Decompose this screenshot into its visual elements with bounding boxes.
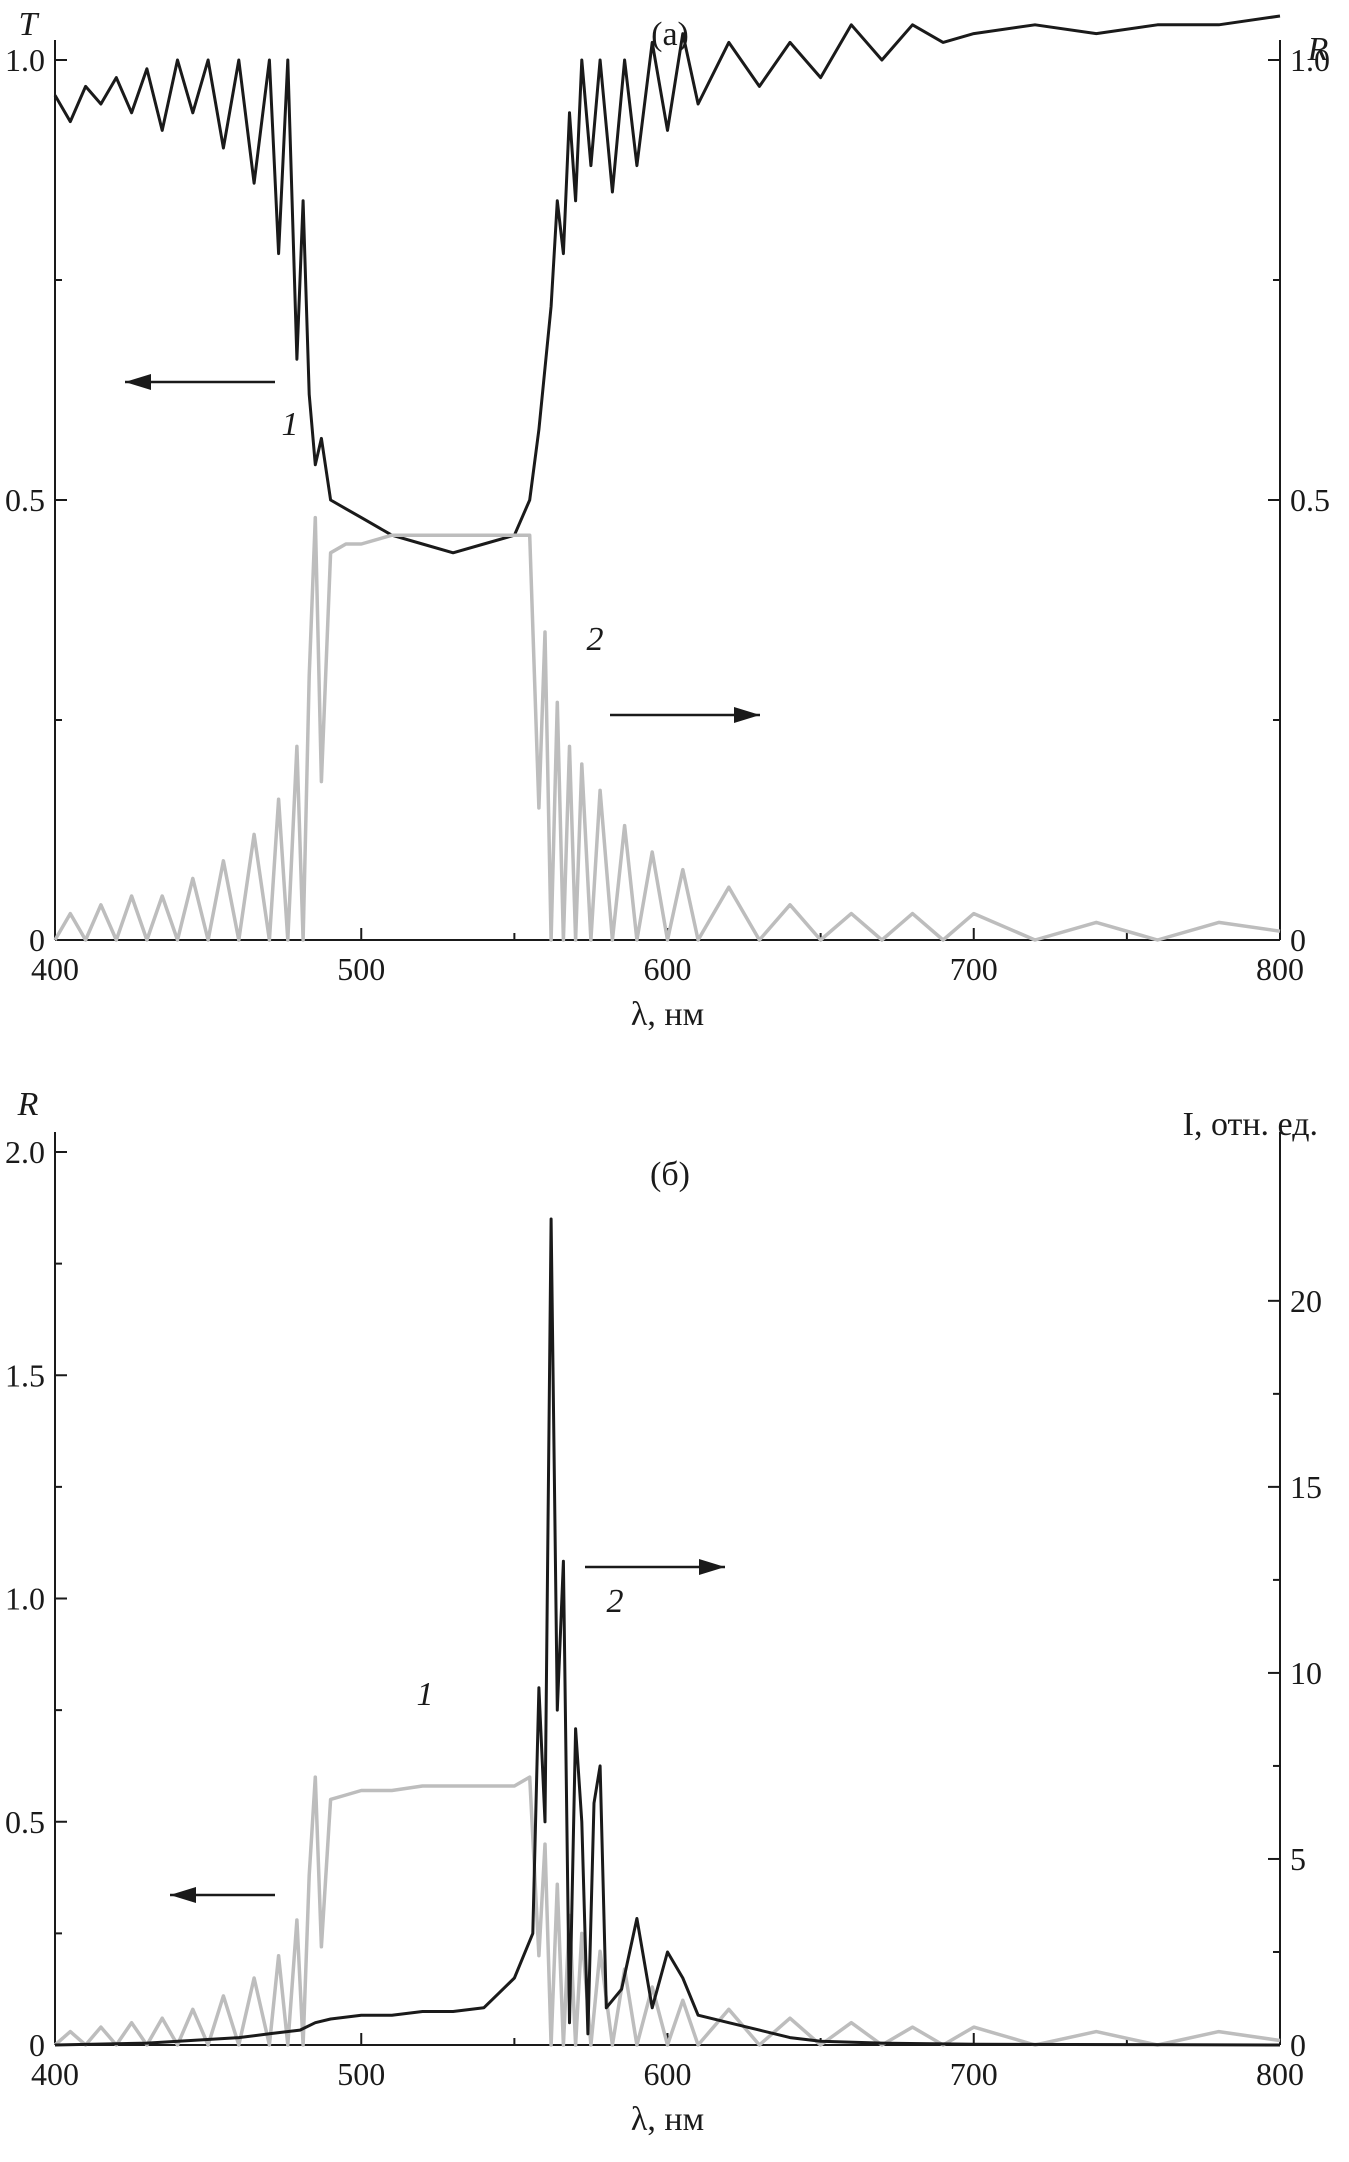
- y-right-tick-label: 1.0: [1290, 42, 1330, 78]
- y-right-axis-label: R: [1307, 31, 1329, 68]
- x-tick-label: 800: [1256, 2056, 1304, 2092]
- series-line-1: [53, 1775, 1281, 2047]
- y-left-tick-label: 0.5: [5, 482, 45, 518]
- y-right-tick-label: 5: [1290, 1841, 1306, 1877]
- x-tick-label: 700: [950, 2056, 998, 2092]
- y-left-tick-label: 0.5: [5, 1804, 45, 1840]
- x-tick-label: 800: [1256, 951, 1304, 987]
- arrowhead: [734, 707, 760, 723]
- series-label-2: 2: [587, 621, 604, 658]
- x-axis-label: λ, нм: [631, 2101, 704, 2138]
- x-tick-label: 500: [337, 2056, 385, 2092]
- arrowhead: [125, 374, 151, 390]
- series-line-2: [54, 1217, 1281, 2047]
- series-line-2: [53, 515, 1281, 942]
- y-left-tick-label: 0: [29, 922, 45, 958]
- x-tick-label: 400: [31, 951, 79, 987]
- y-left-axis-label: T: [19, 6, 40, 43]
- x-axis-label: λ, нм: [631, 996, 704, 1033]
- series-line-1: [53, 14, 1281, 555]
- y-left-tick-label: 1.5: [5, 1357, 45, 1393]
- y-left-tick-label: 2.0: [5, 1134, 45, 1170]
- y-left-tick-label: 0: [29, 2027, 45, 2063]
- panel-label: (б): [650, 1156, 690, 1193]
- y-left-tick-label: 1.0: [5, 1581, 45, 1617]
- x-tick-label: 700: [950, 951, 998, 987]
- series-label-1: 1: [417, 1676, 434, 1713]
- series-label-1: 1: [282, 406, 299, 443]
- y-left-axis-label: R: [17, 1086, 39, 1123]
- x-tick-label: 500: [337, 951, 385, 987]
- y-right-tick-label: 0.5: [1290, 482, 1330, 518]
- x-tick-label: 400: [31, 2056, 79, 2092]
- arrowhead: [170, 1887, 196, 1903]
- series-label-2: 2: [607, 1583, 624, 1620]
- x-tick-label: 600: [644, 2056, 692, 2092]
- y-left-tick-label: 1.0: [5, 42, 45, 78]
- y-right-tick-label: 10: [1290, 1655, 1322, 1691]
- y-right-tick-label: 0: [1290, 922, 1306, 958]
- y-right-tick-label: 20: [1290, 1283, 1322, 1319]
- y-right-tick-label: 0: [1290, 2027, 1306, 2063]
- y-right-tick-label: 15: [1290, 1469, 1322, 1505]
- x-tick-label: 600: [644, 951, 692, 987]
- y-right-axis-label: I, отн. ед.: [1183, 1106, 1318, 1143]
- arrowhead: [699, 1559, 725, 1575]
